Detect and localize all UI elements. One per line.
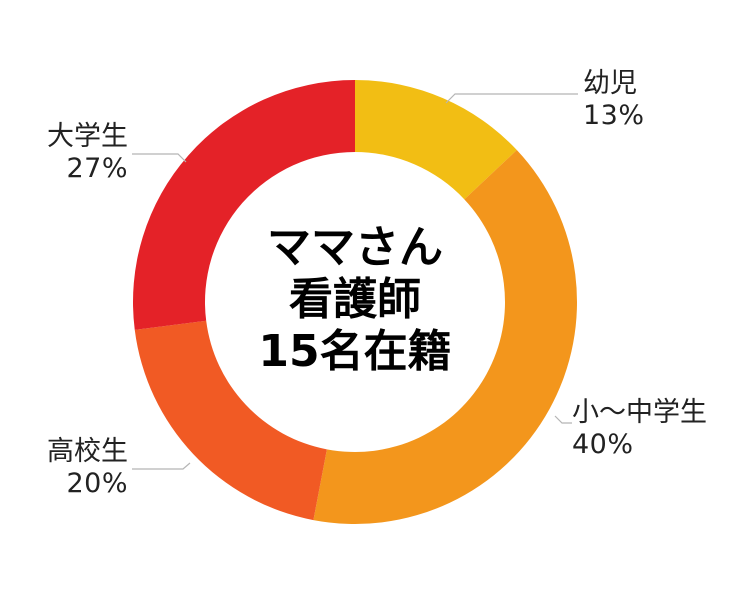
- label-high-school: 高校生 20%: [20, 436, 128, 500]
- slice-high-school: [134, 320, 327, 521]
- center-line-1: ママさん: [267, 222, 443, 273]
- label-toddler: 幼児 13%: [583, 68, 645, 132]
- label-toddler-value: 13%: [583, 100, 645, 131]
- label-university: 大学生 27%: [20, 121, 128, 185]
- label-toddler-name: 幼児: [583, 68, 637, 99]
- slice-toddler: [355, 80, 517, 200]
- label-elementary-junior: 小〜中学生 40%: [572, 397, 707, 461]
- label-university-name: 大学生: [47, 121, 128, 152]
- leader-line-high-school: [132, 462, 191, 470]
- leader-lines: [132, 93, 578, 470]
- label-university-value: 27%: [66, 153, 128, 184]
- label-elementary-junior-name: 小〜中学生: [572, 397, 707, 428]
- center-label: ママさん 看護師 15名在籍: [205, 222, 505, 378]
- label-elementary-junior-value: 40%: [572, 429, 634, 460]
- center-line-2: 看護師: [289, 274, 421, 325]
- slice-university: [133, 80, 355, 330]
- leader-line-toddler: [445, 93, 578, 104]
- center-line-3: 15名在籍: [258, 326, 452, 377]
- label-high-school-name: 高校生: [47, 436, 128, 467]
- donut-slices: [133, 80, 577, 524]
- leader-line-university: [132, 153, 187, 163]
- leader-line-elementary-junior: [554, 415, 572, 424]
- label-high-school-value: 20%: [66, 468, 128, 499]
- slice-elementary-junior: [313, 150, 577, 524]
